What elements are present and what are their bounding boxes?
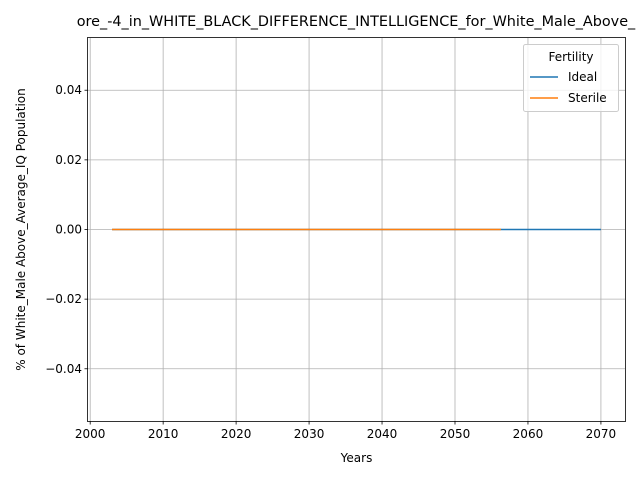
legend-box: [523, 44, 619, 112]
y-axis-label: % of White_Male Above_Average_IQ Populat…: [14, 88, 28, 371]
chart-title: ore_-4_in_WHITE_BLACK_DIFFERENCE_INTELLI…: [77, 14, 636, 30]
legend-label-ideal: Ideal: [568, 70, 597, 84]
x-tick-label: 2040: [367, 427, 398, 441]
x-tick-label: 2010: [148, 427, 179, 441]
y-tick-label: 0.02: [55, 153, 82, 167]
x-tick-label: 2060: [513, 427, 544, 441]
legend-title: Fertility: [548, 50, 593, 64]
y-tick-label: −0.02: [45, 292, 82, 306]
y-axis-ticks: −0.04 −0.02 0.00 0.02 0.04: [45, 83, 88, 376]
legend-label-sterile: Sterile: [568, 91, 607, 105]
legend-entries: Ideal Sterile: [530, 70, 607, 105]
x-tick-label: 2050: [440, 427, 471, 441]
y-tick-label: 0.04: [55, 83, 82, 97]
x-tick-label: 2000: [75, 427, 106, 441]
x-axis-label: Years: [340, 451, 373, 465]
legend: Fertility Ideal Sterile: [523, 44, 619, 112]
x-tick-label: 2030: [294, 427, 325, 441]
x-tick-label: 2070: [586, 427, 617, 441]
y-tick-label: 0.00: [55, 223, 82, 237]
x-tick-label: 2020: [221, 427, 252, 441]
x-axis-ticks: 2000 2010 2020 2030 2040 2050 2060 2070: [75, 421, 616, 441]
y-tick-label: −0.04: [45, 362, 82, 376]
